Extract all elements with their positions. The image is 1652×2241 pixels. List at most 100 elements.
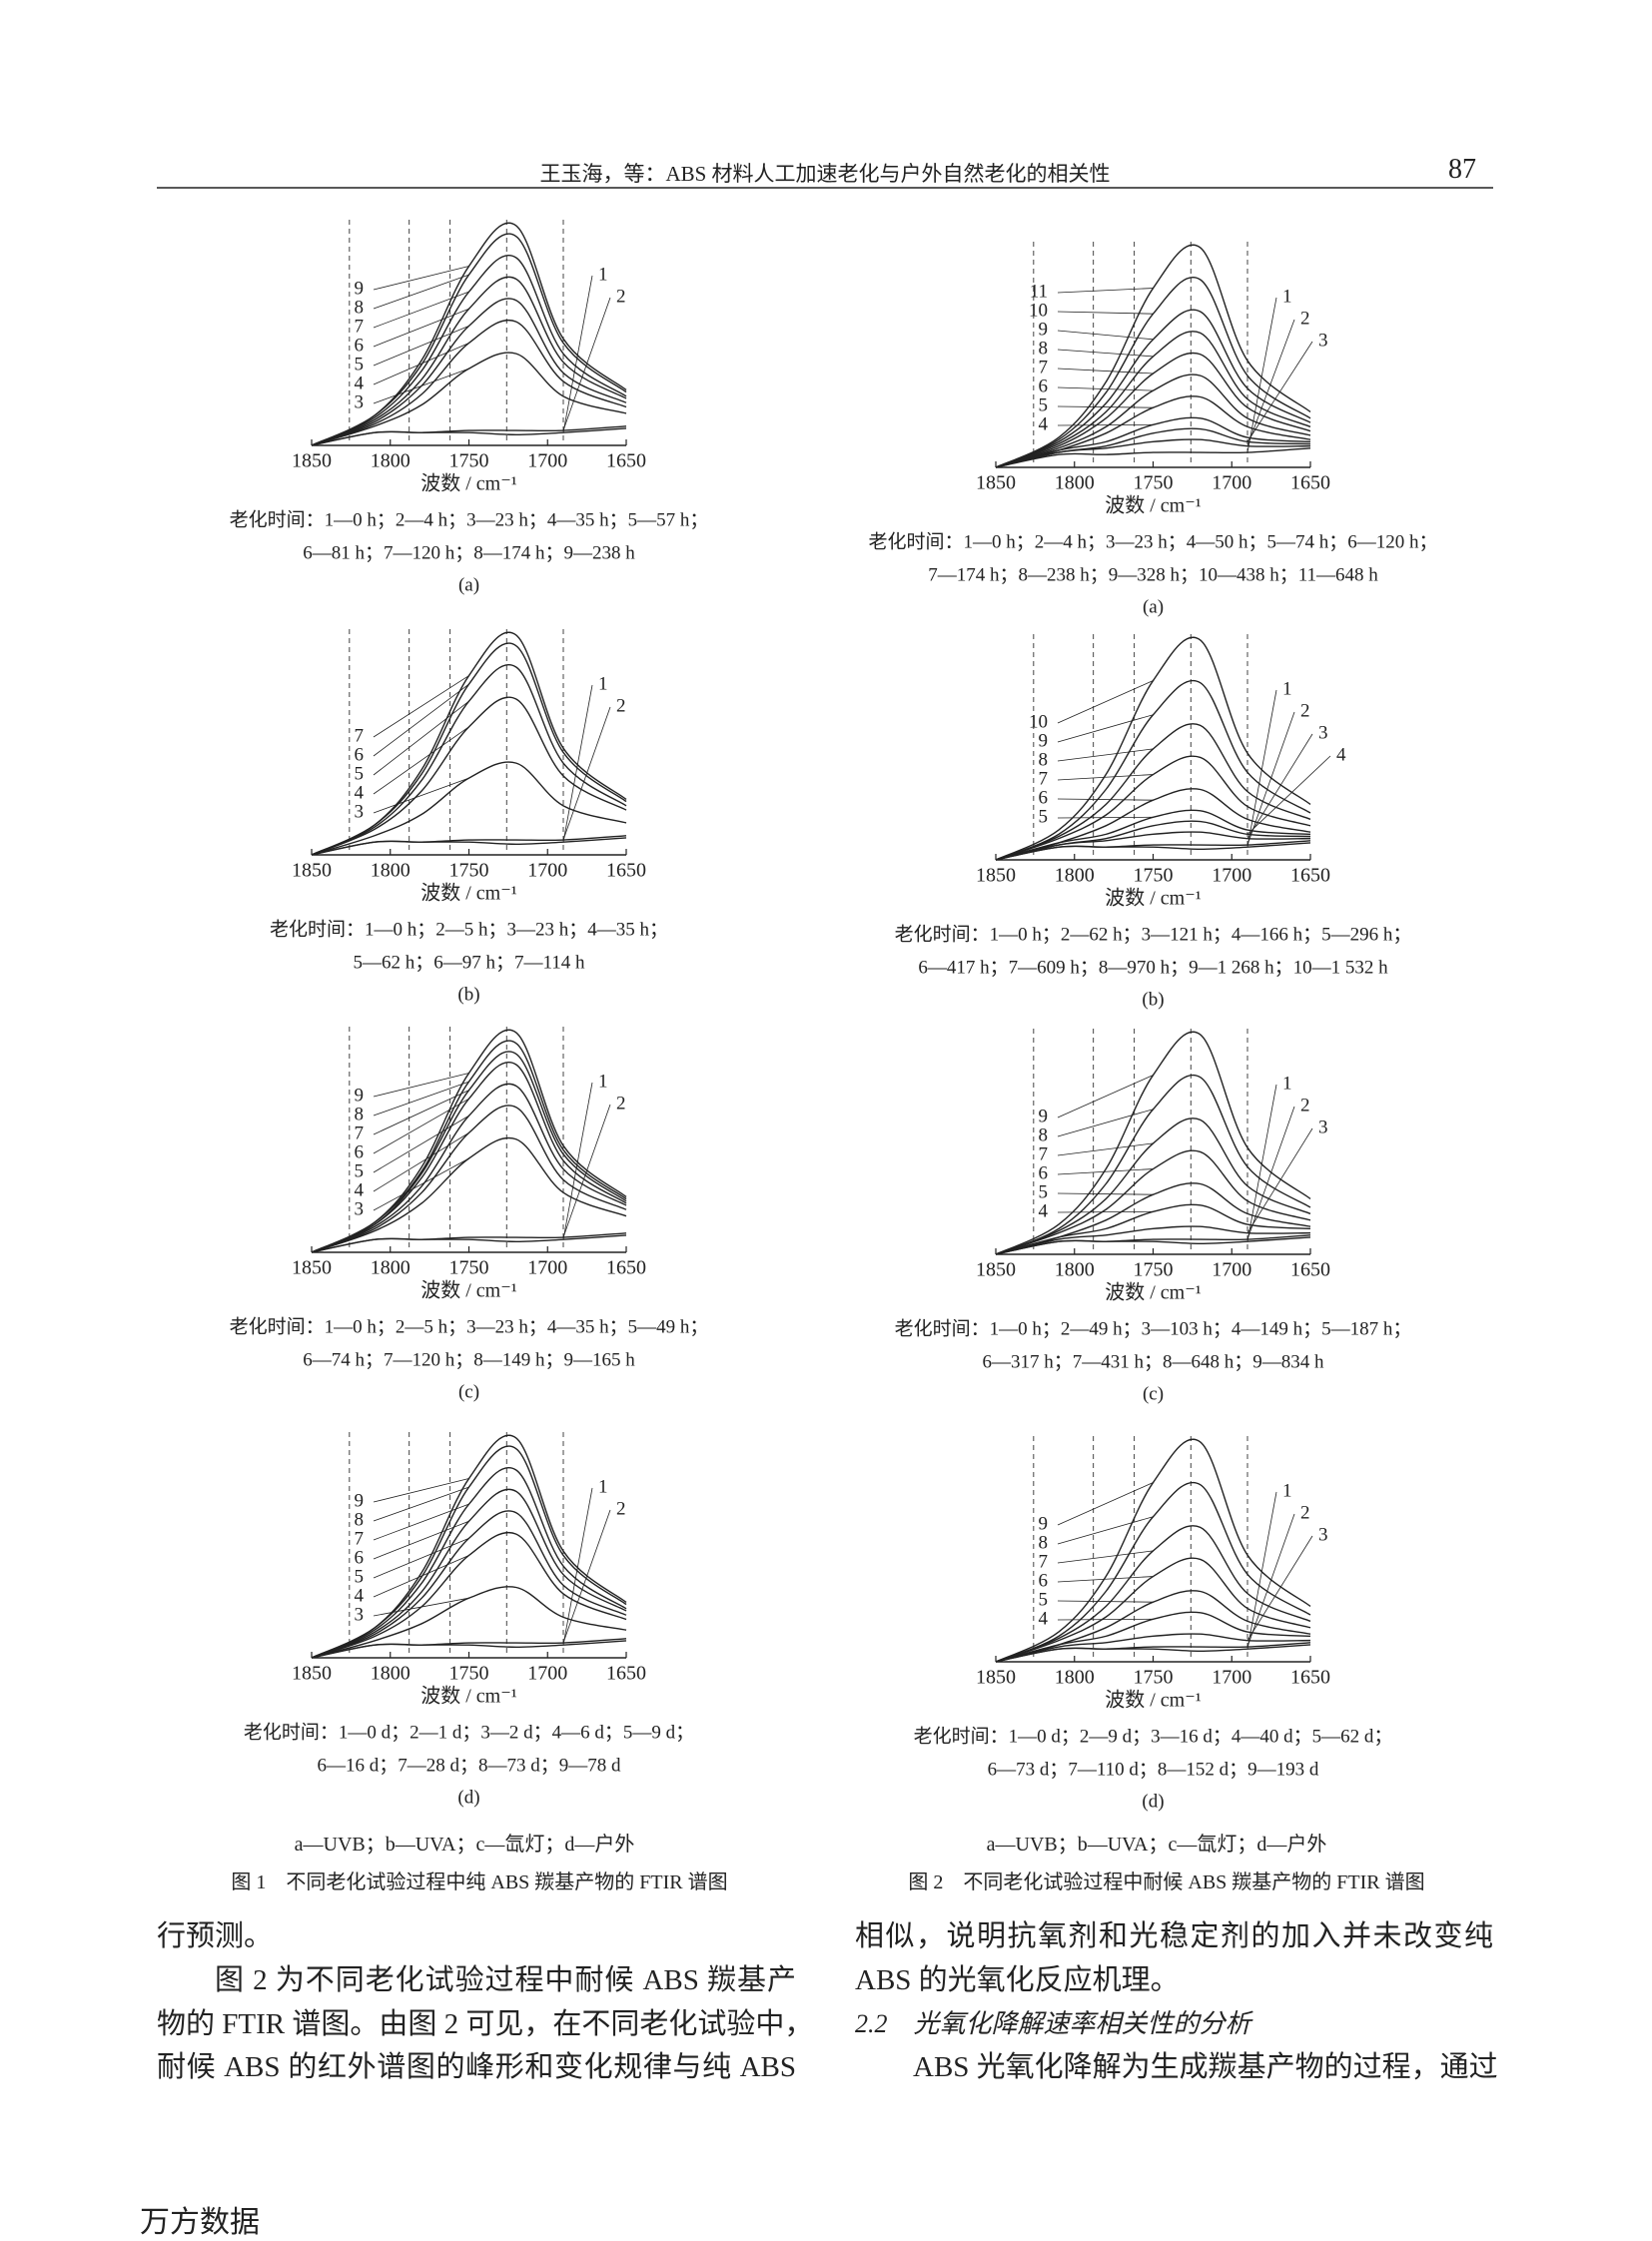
x-tick-label: 1750 [449, 1257, 489, 1279]
x-tick-label: 1850 [292, 1257, 332, 1279]
caption-line: 6—417 h；7—609 h；8—970 h；9—1 268 h；10—1 5… [918, 957, 1388, 978]
x-tick-label: 1700 [527, 1257, 567, 1279]
panel-label: (a) [1143, 596, 1164, 617]
caption-line: 老化时间：1—0 h；2—62 h；3—121 h；4—166 h；5—296 … [895, 923, 1412, 945]
series-label: 4 [1039, 413, 1049, 434]
series-label: 10 [1029, 711, 1048, 732]
x-axis-label: 波数 / cm⁻¹ [420, 1685, 517, 1708]
spectrum-line [311, 696, 627, 856]
x-tick-label: 1700 [527, 450, 567, 472]
spectrum-line [995, 331, 1311, 468]
leader-line [562, 684, 593, 843]
series-label: 1 [598, 1071, 608, 1092]
x-tick-label: 1700 [1212, 1259, 1251, 1281]
spectrum-line [311, 1467, 627, 1659]
x-axis-label: 波数 / cm⁻¹ [1105, 1281, 1202, 1304]
spectrum-line [311, 1434, 627, 1659]
spectrum-line [995, 1438, 1311, 1663]
spectrum-line [311, 1232, 627, 1253]
series-label: 6 [1039, 787, 1049, 808]
series-label: 3 [355, 391, 365, 412]
x-axis-label: 波数 / cm⁻¹ [1105, 887, 1202, 910]
caption-line: 5—62 h；6—97 h；7—114 h [353, 952, 585, 973]
leader-line [373, 1115, 469, 1173]
series-label: 3 [355, 1604, 365, 1625]
spectrum-line [995, 1633, 1311, 1663]
x-tick-label: 1650 [606, 1663, 646, 1685]
series-label: 9 [1039, 319, 1049, 340]
caption-line: 6—73 d；7—110 d；8—152 d；9—193 d [988, 1759, 1319, 1780]
leader-line [1246, 1535, 1313, 1641]
x-axis-label: 波数 / cm⁻¹ [420, 472, 517, 495]
leader-line [373, 1503, 469, 1541]
panel-label: (a) [458, 574, 479, 595]
leader-line [373, 325, 469, 367]
series-label: 6 [1039, 1162, 1049, 1183]
spectrum-line [311, 319, 627, 446]
x-tick-label: 1800 [371, 450, 411, 472]
leader-line [1057, 798, 1154, 801]
panel-label: (c) [458, 1381, 479, 1402]
spectrum-line [995, 1481, 1311, 1663]
series-label: 8 [1039, 338, 1049, 359]
x-tick-label: 1700 [1212, 472, 1251, 494]
series-label: 4 [355, 1585, 365, 1606]
spectrum-line [995, 636, 1311, 861]
spectrum-line [311, 1638, 627, 1659]
series-label: 2 [1300, 700, 1310, 721]
leader-line [562, 1082, 593, 1240]
x-tick-label: 1650 [606, 1257, 646, 1279]
caption-line: 6—74 h；7—120 h；8—149 h；9—165 h [303, 1349, 635, 1370]
leader-line [373, 1090, 469, 1135]
series-label: 1 [598, 1476, 608, 1497]
series-label: 9 [355, 1085, 365, 1106]
series-label: 6 [355, 335, 365, 356]
body-line: ABS 的光氧化反应机理。 [855, 1964, 1180, 1996]
caption-line: 老化时间：1—0 h；2—5 h；3—23 h；4—35 h； [270, 918, 668, 940]
caption-line: 6—317 h；7—431 h；8—648 h；9—834 h [982, 1351, 1324, 1372]
leader-line [373, 1098, 469, 1154]
x-tick-label: 1850 [292, 1663, 332, 1685]
body-line: 耐候 ABS 的红外谱图的峰形和变化规律与纯 ABS [157, 2051, 796, 2083]
series-label: 8 [1039, 749, 1049, 770]
footer-watermark: 万方数据 [140, 2206, 260, 2239]
spectrum-line [995, 1074, 1311, 1255]
series-label: 7 [355, 1122, 365, 1143]
series-label: 4 [1039, 1608, 1049, 1629]
leader-line [1057, 1550, 1154, 1564]
x-tick-label: 1650 [1290, 1259, 1330, 1281]
body-line: 相似，说明抗氧剂和光稳定剂的加入并未改变纯 [855, 1920, 1493, 1952]
panel-label: (d) [457, 1787, 479, 1808]
spectrum-line [311, 276, 627, 446]
leader-line [373, 266, 469, 291]
caption-line: 6—81 h；7—120 h；8—174 h；9—238 h [303, 542, 635, 563]
page-number: 87 [1448, 154, 1476, 185]
caption-line: 老化时间：1—0 h；2—5 h；3—23 h；4—35 h；5—49 h； [230, 1315, 709, 1337]
x-tick-label: 1650 [606, 450, 646, 472]
series-label: 5 [355, 763, 365, 784]
figure-legend: a—UVB；b—UVA；c—氙灯；d—户外 [294, 1834, 635, 1856]
x-tick-label: 1700 [527, 860, 567, 882]
series-label: 8 [355, 1104, 365, 1124]
series-label: 4 [1039, 1200, 1049, 1221]
spectrum-line [995, 788, 1311, 861]
series-label: 7 [1039, 1143, 1049, 1164]
series-label: 2 [1300, 308, 1310, 329]
x-tick-label: 1750 [449, 450, 489, 472]
x-tick-label: 1750 [449, 860, 489, 882]
series-label: 4 [1336, 744, 1346, 765]
leader-line [373, 1555, 469, 1598]
spectrum-line [311, 1105, 627, 1253]
spectrum-line [311, 664, 627, 856]
series-label: 3 [1318, 722, 1328, 743]
spectrum-line [311, 425, 627, 446]
series-label: 3 [355, 1198, 365, 1219]
leader-line [1246, 733, 1313, 839]
leader-line [1057, 1576, 1154, 1583]
series-label: 6 [355, 744, 365, 765]
figure-caption: 图 1 不同老化试验过程中纯 ABS 羰基产物的 FTIR 谱图 [231, 1871, 728, 1893]
leader-line [1057, 349, 1154, 358]
series-label: 1 [598, 264, 608, 285]
spectrum-line [311, 1510, 627, 1659]
